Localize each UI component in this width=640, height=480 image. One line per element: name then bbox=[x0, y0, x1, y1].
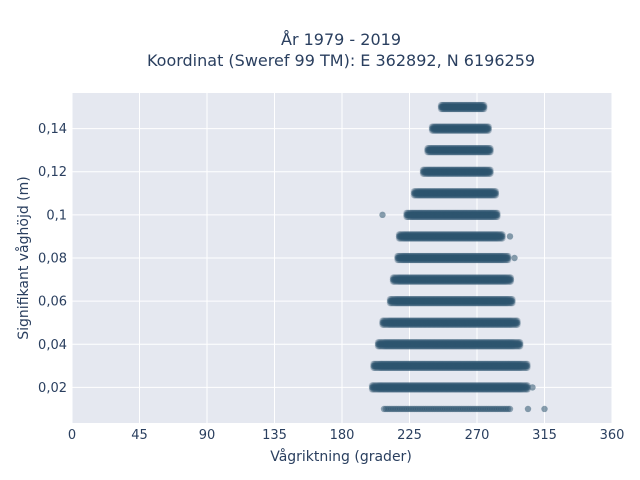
scatter-point bbox=[541, 405, 548, 413]
y-tick-label: 0,14 bbox=[38, 122, 67, 137]
x-axis-ticks: 0 45 90 135 180 225 270 315 360 bbox=[68, 428, 625, 443]
scatter-point bbox=[520, 382, 527, 389]
scatter-point bbox=[520, 382, 528, 389]
x-tick-label: 360 bbox=[600, 428, 625, 443]
scatter-point bbox=[524, 382, 531, 389]
scatter-point bbox=[511, 254, 518, 262]
scatter-point bbox=[520, 386, 527, 393]
scatter-point bbox=[520, 384, 528, 391]
scatter-points bbox=[368, 101, 548, 413]
scatter-point bbox=[518, 360, 526, 368]
scatter-point bbox=[499, 235, 506, 242]
x-tick-label: 225 bbox=[397, 428, 422, 443]
scatter-point bbox=[481, 105, 488, 113]
scatter-point bbox=[368, 382, 376, 389]
y-tick-label: 0,08 bbox=[38, 252, 67, 267]
scatter-point bbox=[507, 278, 515, 285]
scatter-point bbox=[524, 364, 531, 371]
scatter-point bbox=[521, 384, 529, 391]
scatter-point bbox=[518, 386, 525, 393]
scatter-point bbox=[523, 382, 530, 389]
scatter-point bbox=[522, 384, 530, 391]
scatter-point bbox=[519, 382, 526, 389]
scatter-point bbox=[370, 360, 377, 368]
scatter-point bbox=[485, 127, 492, 134]
scatter-point bbox=[369, 386, 377, 393]
scatter-point bbox=[487, 170, 494, 177]
scatter-point bbox=[371, 362, 378, 370]
scatter-point bbox=[492, 192, 500, 199]
y-tick-label: 0,1 bbox=[46, 208, 67, 223]
scatter-point bbox=[517, 362, 525, 370]
y-tick-label: 0,04 bbox=[38, 338, 67, 353]
scatter-point bbox=[369, 382, 377, 389]
x-tick-label: 135 bbox=[262, 428, 287, 443]
x-tick-label: 90 bbox=[199, 428, 216, 443]
scatter-point bbox=[379, 211, 386, 219]
scatter-point bbox=[519, 384, 526, 391]
scatter-point bbox=[521, 386, 529, 393]
scatter-point bbox=[522, 386, 530, 393]
scatter-point bbox=[371, 364, 378, 371]
scatter-point bbox=[524, 386, 531, 393]
scatter-point bbox=[529, 384, 536, 391]
x-tick-label: 45 bbox=[131, 428, 148, 443]
scatter-point bbox=[368, 384, 376, 391]
scatter-point bbox=[370, 362, 377, 370]
x-tick-label: 180 bbox=[330, 428, 355, 443]
scatter-point bbox=[522, 382, 530, 389]
scatter-point bbox=[519, 386, 526, 393]
scatter-point bbox=[520, 386, 528, 393]
scatter-point bbox=[520, 384, 527, 391]
scatter-point bbox=[368, 386, 376, 393]
chart-title-line2: Koordinat (Sweref 99 TM): E 362892, N 61… bbox=[147, 51, 535, 70]
x-tick-label: 0 bbox=[68, 428, 76, 443]
scatter-point bbox=[514, 321, 521, 328]
scatter-point bbox=[494, 213, 501, 220]
scatter-point bbox=[509, 299, 516, 307]
scatter-point bbox=[524, 405, 532, 413]
scatter-point bbox=[370, 384, 377, 391]
scatter-point bbox=[370, 364, 377, 371]
scatter-point bbox=[517, 360, 525, 368]
scatter-point bbox=[518, 382, 525, 389]
scatter-point bbox=[517, 364, 525, 371]
scatter-point bbox=[518, 384, 525, 391]
scatter-point bbox=[505, 256, 512, 264]
y-axis-ticks: 0,02 0,04 0,06 0,08 0,1 0,12 0,14 bbox=[38, 122, 67, 396]
scatter-point bbox=[523, 384, 530, 391]
chart-title-line1: År 1979 - 2019 bbox=[281, 30, 401, 49]
scatter-point bbox=[506, 405, 514, 413]
x-tick-label: 315 bbox=[532, 428, 557, 443]
scatter-point bbox=[369, 384, 377, 391]
x-axis-title: Vågriktning (grader) bbox=[270, 448, 412, 465]
scatter-point bbox=[371, 360, 378, 368]
y-tick-label: 0,12 bbox=[38, 165, 67, 180]
y-axis-title: Signifikant våghöjd (m) bbox=[15, 176, 32, 339]
scatter-point bbox=[523, 386, 530, 393]
scatter-point bbox=[487, 148, 494, 156]
scatter-point bbox=[517, 343, 524, 350]
scatter-point bbox=[506, 233, 514, 240]
scatter-point bbox=[372, 362, 379, 370]
y-tick-label: 0,06 bbox=[38, 295, 67, 310]
scatter-point bbox=[524, 384, 531, 391]
scatter-point bbox=[518, 362, 526, 370]
y-tick-label: 0,02 bbox=[38, 381, 67, 396]
scatter-point bbox=[521, 382, 529, 389]
x-tick-label: 270 bbox=[465, 428, 490, 443]
